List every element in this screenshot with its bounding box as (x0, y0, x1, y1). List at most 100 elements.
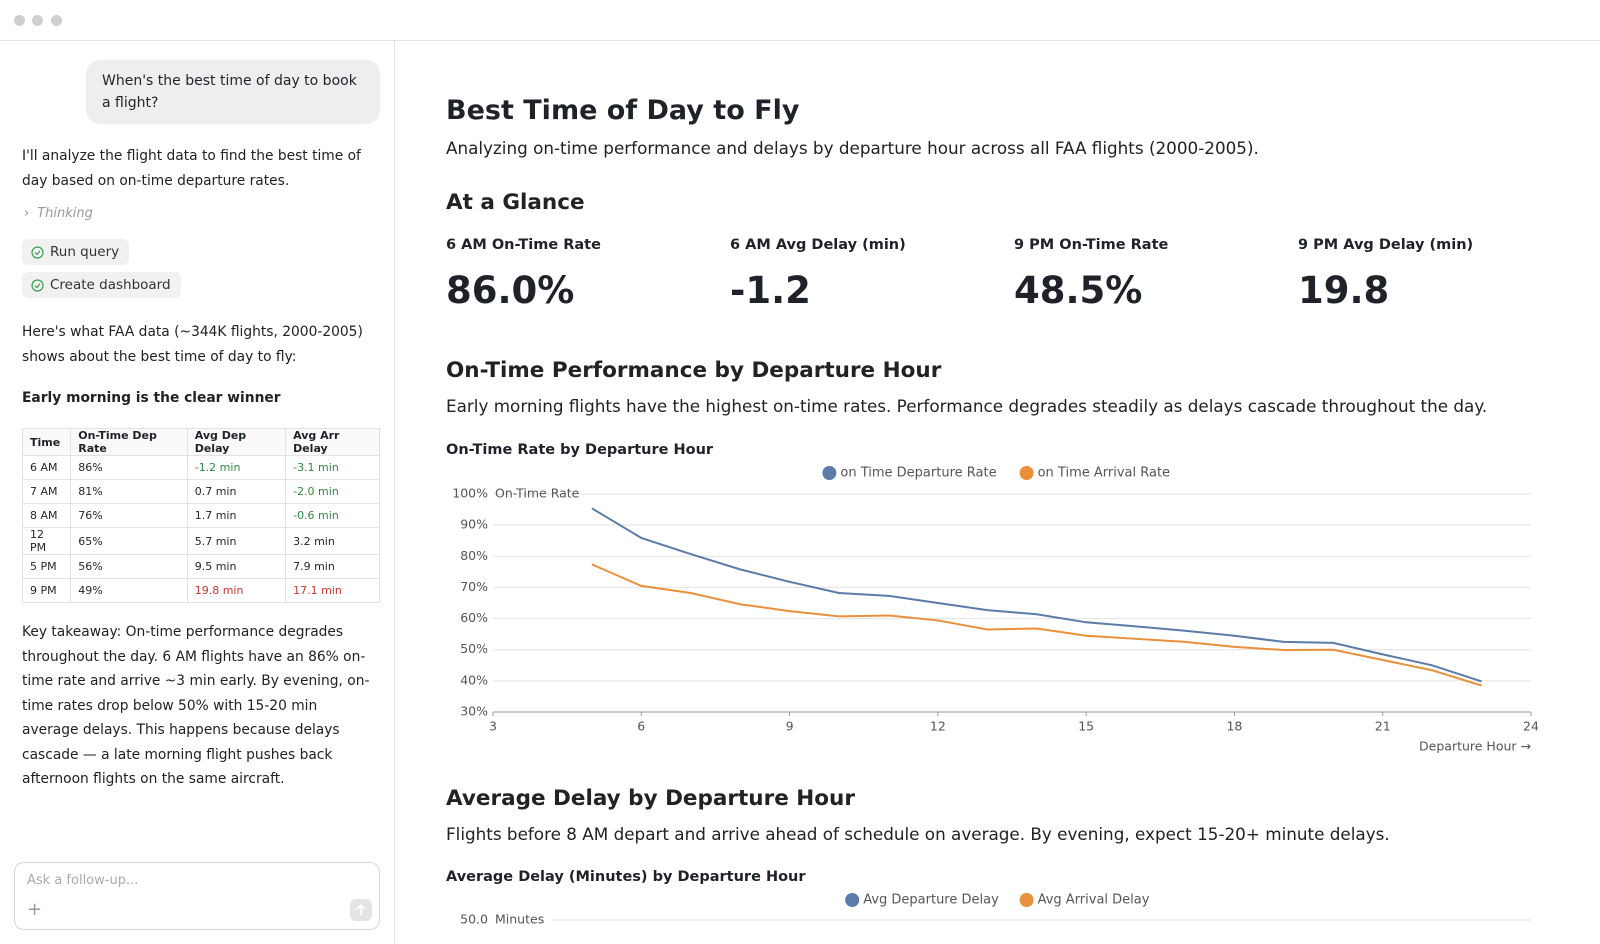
series-line (591, 563, 1482, 687)
table-cell: 0.7 min (186, 479, 287, 504)
chat-input[interactable]: Ask a follow-up... + (14, 862, 380, 930)
metric-value: -1.2 (730, 269, 811, 312)
table-cell: 1.7 min (186, 503, 287, 528)
x-tick-label: 18 (1226, 719, 1242, 734)
table-cell: 17.1 min (285, 578, 380, 603)
step-label: Run query (50, 244, 120, 260)
chat-panel: When's the best time of day to book a fl… (0, 41, 395, 944)
step-chip[interactable]: Create dashboard (22, 272, 181, 298)
legend-swatch (1019, 466, 1034, 480)
y-axis-label: Minutes (495, 912, 544, 927)
y-tick-label: 60% (460, 610, 488, 625)
x-tick-label: 24 (1523, 719, 1539, 734)
table-cell: 81% (70, 479, 188, 504)
table-cell: -2.0 min (285, 479, 380, 504)
y-tick-label: 30% (460, 704, 488, 719)
table-header: Avg Dep Delay (186, 428, 287, 456)
x-tick-label: 15 (1078, 719, 1094, 734)
table-row: 6 AM 86% -1.2 min -3.1 min (21, 455, 380, 480)
table-header: Time (21, 428, 72, 456)
y-tick-label: 80% (460, 548, 488, 563)
table-row: 8 AM 76% 1.7 min -0.6 min (21, 503, 380, 528)
input-placeholder: Ask a follow-up... (27, 873, 139, 888)
section-title: Average Delay by Departure Hour (446, 786, 855, 811)
table-cell: -0.6 min (285, 503, 380, 528)
window-dot[interactable] (14, 15, 25, 26)
table-cell: 5 PM (21, 554, 72, 579)
section-title: At a Glance (446, 190, 585, 215)
step-chip[interactable]: Run query (22, 239, 130, 265)
dashboard-title: Best Time of Day to Fly (446, 95, 800, 126)
metric-value: 19.8 (1298, 269, 1390, 312)
y-tick-label: 50% (460, 641, 488, 656)
x-tick-label: 3 (489, 719, 497, 734)
table-row: 9 PM 49% 19.8 min 17.1 min (21, 578, 380, 603)
table-cell: 65% (70, 527, 188, 555)
table-cell: 86% (70, 455, 188, 480)
x-tick-label: 21 (1375, 719, 1391, 734)
x-tick-label: 9 (786, 719, 794, 734)
table-cell: 76% (70, 503, 188, 528)
check-icon (31, 279, 44, 292)
assistant-text: I'll analyze the flight data to find the… (22, 148, 361, 189)
table-header: Avg Arr Delay (285, 428, 380, 456)
metric-label: 6 AM On-Time Rate (446, 237, 601, 253)
send-icon (356, 903, 366, 915)
table-cell: 5.7 min (186, 527, 287, 555)
dashboard: Best Time of Day to Fly Analyzing on-tim… (395, 41, 1600, 944)
chart: On-Time Rate by Departure Hour on Time De… (446, 442, 1539, 754)
table-wrap: Time On-Time Dep Rate Avg Dep Delay Avg Arr… (21, 428, 380, 603)
step-label: Create dashboard (50, 277, 171, 293)
user-message: When's the best time of day to book a fl… (86, 60, 380, 124)
legend-swatch (822, 466, 837, 480)
window-dot[interactable] (51, 15, 62, 26)
legend-label: Avg Departure Delay (863, 893, 999, 908)
metric-value: 48.5% (1014, 269, 1143, 312)
table-header: On-Time Dep Rate (70, 428, 188, 456)
legend-label: Avg Arrival Delay (1038, 893, 1150, 908)
table-cell: 49% (70, 578, 188, 603)
section-title: On-Time Performance by Departure Hour (446, 358, 942, 383)
y-axis-label: On-Time Rate (495, 486, 580, 501)
metric-label: 9 PM Avg Delay (min) (1298, 237, 1474, 253)
chart-title: Average Delay (Minutes) by Departure Hou… (446, 869, 806, 885)
table-cell: 12 PM (21, 527, 72, 555)
data-table: Time On-Time Dep Rate Avg Dep Delay Avg Arr… (21, 428, 380, 603)
legend-swatch (845, 893, 860, 907)
add-button[interactable]: + (27, 899, 43, 920)
y-tick-label: 70% (460, 579, 488, 594)
window-bar (0, 0, 1600, 41)
table-cell: 3.2 min (285, 527, 380, 555)
thinking-toggle[interactable]: › Thinking (24, 206, 93, 221)
x-tick-label: 6 (637, 719, 645, 734)
legend-swatch (1019, 893, 1034, 907)
y-tick-label: 100% (452, 486, 488, 501)
assistant-text: Key takeaway: On-time performance degrad… (22, 624, 370, 787)
section-description: Early morning flights have the highest o… (446, 396, 1488, 416)
assistant-heading: Early morning is the clear winner (22, 390, 281, 406)
table-cell: 7 AM (21, 479, 72, 504)
table-cell: 19.8 min (186, 578, 287, 603)
section-description: Flights before 8 AM depart and arrive ah… (446, 824, 1390, 844)
metric-label: 9 PM On-Time Rate (1014, 237, 1169, 253)
series-line (591, 507, 1482, 683)
x-tick-label: 12 (930, 719, 946, 734)
metric-value: 86.0% (446, 269, 575, 312)
send-button[interactable] (350, 899, 372, 921)
legend-label: on Time Arrival Rate (1038, 466, 1170, 481)
chevron: › (24, 206, 30, 221)
chart: Average Delay (Minutes) by Departure Hou… (446, 869, 1531, 927)
chart-title: On-Time Rate by Departure Hour (446, 442, 714, 458)
table-cell: -3.1 min (285, 455, 380, 480)
thinking-label: Thinking (37, 206, 93, 221)
table-row: 7 AM 81% 0.7 min -2.0 min (21, 479, 380, 504)
table-cell: 56% (70, 554, 188, 579)
window-dot[interactable] (32, 15, 43, 26)
assistant-text: Here's what FAA data (~344K flights, 200… (22, 324, 363, 365)
metric-label: 6 AM Avg Delay (min) (730, 237, 906, 253)
table-cell: -1.2 min (186, 455, 287, 480)
y-tick-label: 90% (460, 517, 488, 532)
table-cell: 7.9 min (285, 554, 380, 579)
y-tick-label: 50.0 (460, 912, 488, 927)
